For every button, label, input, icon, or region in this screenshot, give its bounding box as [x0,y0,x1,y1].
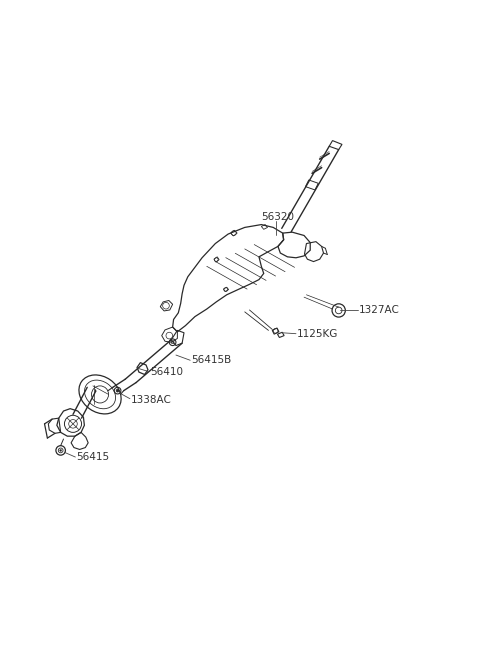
Text: 1338AC: 1338AC [131,395,172,405]
Circle shape [116,389,119,392]
Text: 1327AC: 1327AC [359,305,399,315]
Text: 56415: 56415 [76,452,109,462]
Text: 1125KG: 1125KG [297,329,338,338]
Text: 56410: 56410 [150,367,183,377]
Text: 56320: 56320 [261,211,294,222]
Text: 56415B: 56415B [192,356,232,365]
Circle shape [60,449,61,451]
